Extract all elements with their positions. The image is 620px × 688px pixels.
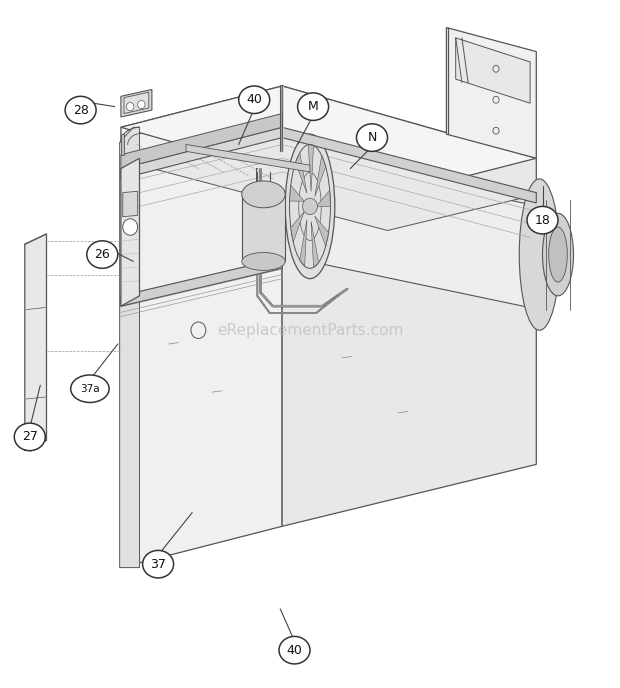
Polygon shape <box>291 212 304 242</box>
Text: 26: 26 <box>94 248 110 261</box>
Polygon shape <box>121 86 282 568</box>
Ellipse shape <box>14 423 45 451</box>
Ellipse shape <box>87 241 118 268</box>
Text: 37a: 37a <box>80 384 100 394</box>
Text: eReplacementParts.com: eReplacementParts.com <box>217 323 403 338</box>
Polygon shape <box>456 38 530 103</box>
Ellipse shape <box>356 124 388 151</box>
Polygon shape <box>186 144 310 172</box>
Polygon shape <box>296 153 307 193</box>
Ellipse shape <box>143 550 174 578</box>
Text: 28: 28 <box>73 104 89 116</box>
Polygon shape <box>140 131 530 230</box>
Polygon shape <box>282 127 536 203</box>
Ellipse shape <box>520 179 559 330</box>
Ellipse shape <box>285 134 335 279</box>
Ellipse shape <box>527 206 558 234</box>
Polygon shape <box>300 219 307 266</box>
Polygon shape <box>121 114 282 169</box>
Polygon shape <box>120 127 140 568</box>
Circle shape <box>303 198 317 215</box>
Text: 18: 18 <box>534 214 551 226</box>
Text: 27: 27 <box>22 431 38 443</box>
Ellipse shape <box>242 252 285 270</box>
Polygon shape <box>290 185 304 201</box>
Polygon shape <box>121 134 124 155</box>
Polygon shape <box>121 89 152 117</box>
Circle shape <box>123 219 138 235</box>
Ellipse shape <box>65 96 96 124</box>
Text: 37: 37 <box>150 558 166 570</box>
Circle shape <box>138 100 145 109</box>
Ellipse shape <box>279 636 310 664</box>
Text: 40: 40 <box>246 94 262 106</box>
Polygon shape <box>121 258 282 306</box>
Polygon shape <box>310 151 539 206</box>
Polygon shape <box>308 144 314 191</box>
Polygon shape <box>121 158 140 306</box>
Text: N: N <box>367 131 377 144</box>
Polygon shape <box>123 191 138 217</box>
Polygon shape <box>315 216 329 246</box>
Ellipse shape <box>298 93 329 120</box>
Ellipse shape <box>542 213 574 296</box>
Ellipse shape <box>71 375 109 402</box>
Ellipse shape <box>549 227 567 282</box>
Polygon shape <box>311 222 319 268</box>
Polygon shape <box>282 86 536 526</box>
Ellipse shape <box>242 181 285 208</box>
Polygon shape <box>124 92 149 114</box>
Text: 40: 40 <box>286 644 303 656</box>
Polygon shape <box>121 127 282 179</box>
Polygon shape <box>316 191 330 206</box>
Polygon shape <box>121 86 536 200</box>
Polygon shape <box>310 151 539 310</box>
Polygon shape <box>446 28 536 158</box>
Polygon shape <box>315 155 326 197</box>
Polygon shape <box>242 195 285 261</box>
Polygon shape <box>25 234 46 451</box>
Circle shape <box>126 103 134 111</box>
Text: M: M <box>308 100 319 113</box>
Ellipse shape <box>239 86 270 114</box>
